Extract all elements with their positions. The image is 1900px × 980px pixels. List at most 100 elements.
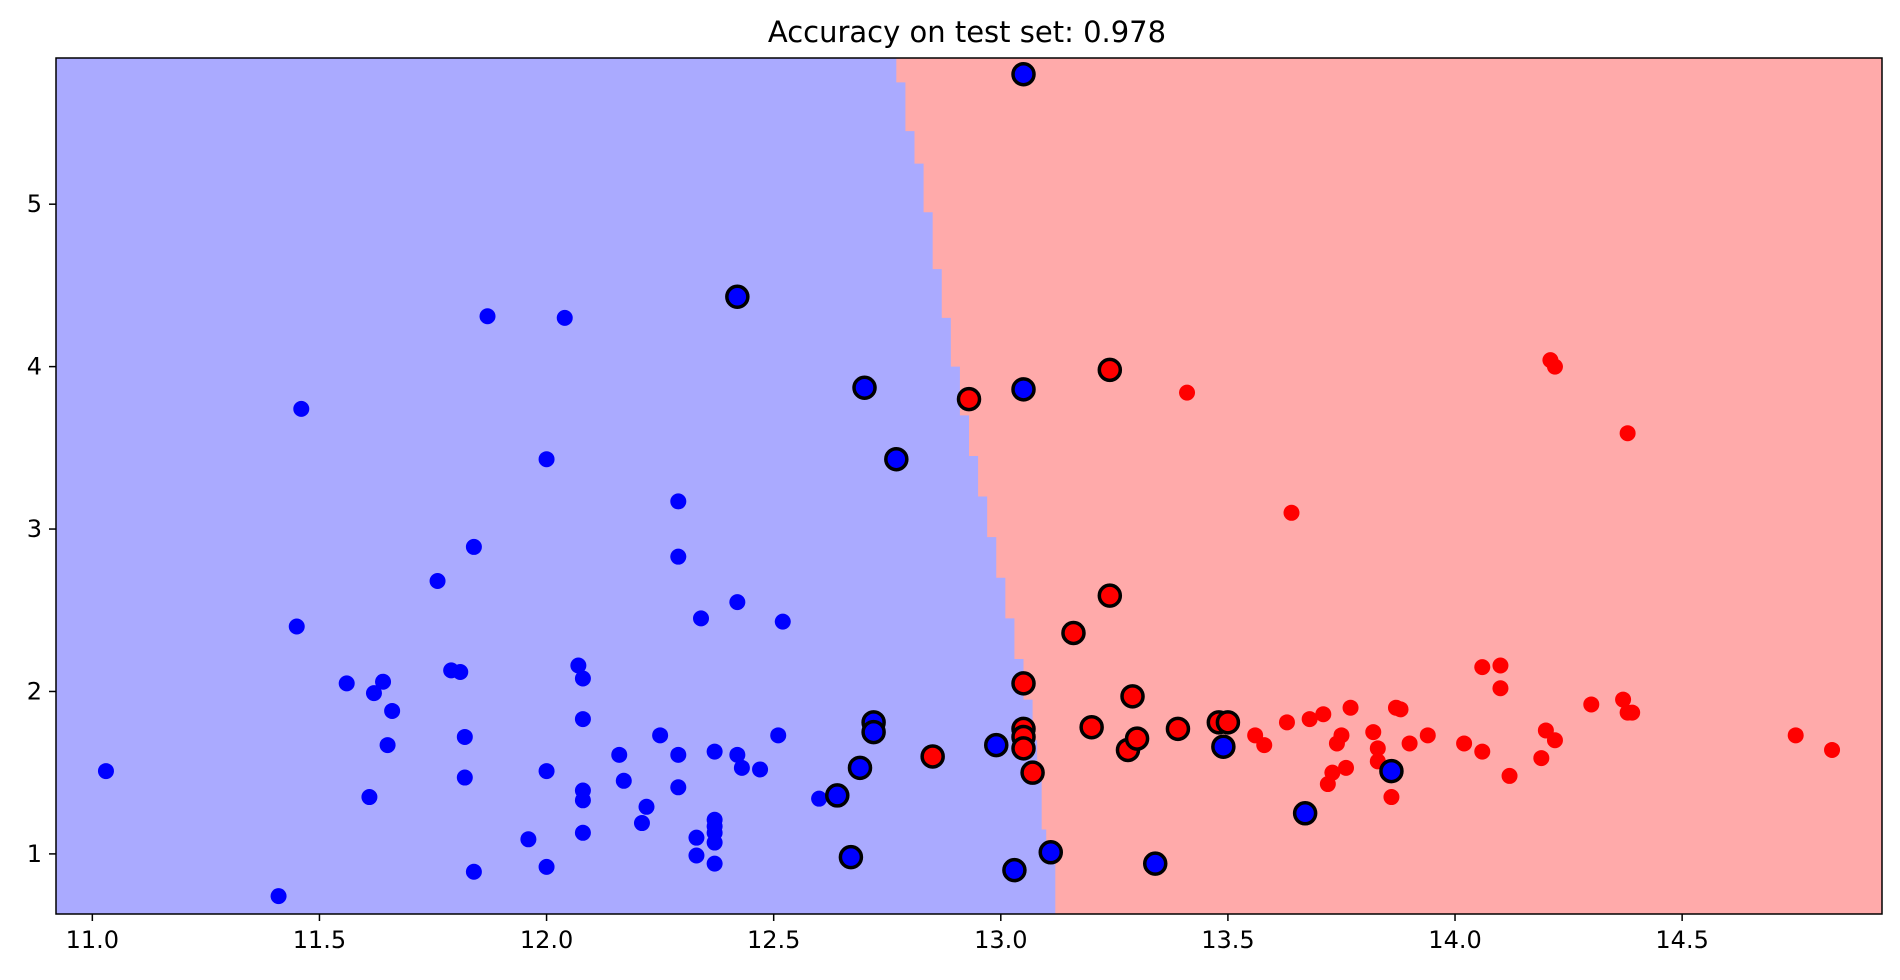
train-point-class-0: [811, 790, 828, 807]
train-point-class-0: [520, 831, 537, 848]
train-point-class-0: [706, 834, 723, 851]
train-point-class-1: [1492, 657, 1509, 674]
plot-area: [56, 58, 1882, 914]
train-point-class-1: [1492, 680, 1509, 697]
train-point-class-1: [1324, 764, 1341, 781]
train-point-class-0: [770, 727, 787, 744]
train-point-class-0: [429, 573, 446, 590]
train-point-class-1: [1474, 659, 1491, 676]
test-point-class-0: [984, 732, 1009, 758]
test-point-class-0: [1011, 377, 1036, 402]
y-tick-label: 3: [27, 515, 42, 543]
train-point-class-0: [384, 702, 401, 719]
train-point-class-0: [752, 761, 769, 778]
train-point-class-0: [538, 451, 555, 468]
test-point-class-1: [1011, 671, 1036, 696]
train-point-class-0: [574, 711, 591, 728]
test-point-class-0: [1038, 840, 1064, 865]
train-point-class-1: [1256, 737, 1273, 754]
train-point-class-0: [452, 663, 469, 680]
train-point-class-0: [706, 743, 723, 760]
train-point-class-0: [688, 829, 705, 846]
train-point-class-0: [670, 779, 687, 796]
train-point-class-1: [1615, 691, 1632, 708]
train-point-class-1: [1342, 699, 1359, 716]
train-point-class-0: [456, 769, 473, 786]
train-point-class-1: [1619, 425, 1636, 442]
train-point-class-0: [465, 863, 482, 880]
train-point-class-0: [729, 594, 746, 611]
y-axis: 1 2 3 4 5: [27, 190, 56, 868]
x-axis: 11.0 11.5 12.0 12.5 13.0 13.5 14.0 14.5: [66, 914, 1709, 954]
train-point-class-0: [729, 746, 746, 763]
train-point-class-0: [375, 673, 392, 690]
y-tick-label: 2: [27, 677, 42, 705]
train-point-class-0: [633, 815, 650, 832]
train-point-class-0: [379, 737, 396, 754]
train-point-class-1: [1392, 701, 1409, 718]
test-point-class-0: [1211, 734, 1236, 759]
train-point-class-1: [1383, 789, 1400, 806]
train-point-class-0: [670, 493, 687, 510]
train-point-class-0: [288, 618, 305, 635]
test-point-class-0: [1379, 758, 1404, 784]
x-tick-label: 13.0: [974, 926, 1027, 954]
test-point-class-1: [920, 744, 945, 769]
train-point-class-1: [1501, 767, 1518, 784]
train-point-class-1: [1179, 384, 1196, 401]
points-layer: [97, 61, 1841, 905]
x-tick-label: 12.0: [520, 926, 573, 954]
x-tick-label: 11.5: [293, 926, 346, 954]
train-point-class-0: [479, 308, 496, 325]
train-point-class-0: [338, 675, 355, 692]
train-point-class-0: [574, 792, 591, 809]
train-point-class-0: [97, 763, 114, 780]
train-point-class-0: [570, 657, 587, 674]
train-point-class-0: [538, 763, 555, 780]
train-point-class-0: [456, 728, 473, 745]
train-point-class-0: [670, 746, 687, 763]
x-tick-label: 13.5: [1201, 926, 1254, 954]
test-point-class-1: [1020, 760, 1045, 785]
chart-title: Accuracy on test set: 0.978: [768, 15, 1166, 49]
train-point-class-0: [270, 888, 287, 905]
x-tick-label: 11.0: [66, 926, 119, 954]
train-point-class-1: [1419, 727, 1436, 744]
train-point-class-1: [1624, 704, 1641, 721]
train-point-class-1: [1369, 740, 1386, 757]
train-point-class-1: [1546, 732, 1563, 749]
test-point-class-1: [1097, 357, 1123, 383]
train-point-class-0: [465, 538, 482, 555]
test-point-class-0: [825, 783, 850, 808]
test-point-class-0: [1002, 857, 1027, 883]
train-point-class-0: [693, 610, 710, 627]
y-tick-label: 5: [27, 190, 42, 218]
train-point-class-1: [1456, 735, 1473, 752]
test-point-class-0: [852, 375, 877, 400]
test-point-class-0: [1142, 851, 1168, 876]
train-point-class-0: [733, 759, 750, 776]
train-point-class-0: [670, 548, 687, 565]
train-point-class-1: [1583, 696, 1600, 713]
train-point-class-1: [1283, 504, 1300, 521]
train-point-class-1: [1401, 735, 1418, 752]
plot-frame: [55, 57, 1883, 915]
x-tick-label: 14.5: [1655, 926, 1708, 954]
test-point-class-0: [838, 844, 864, 870]
train-point-class-0: [615, 772, 632, 789]
test-point-class-1: [1215, 710, 1241, 735]
train-point-class-0: [706, 855, 723, 872]
test-point-class-1: [1079, 714, 1104, 740]
train-point-class-1: [1787, 727, 1804, 744]
test-point-class-1: [1061, 620, 1086, 646]
train-point-class-0: [293, 400, 310, 417]
train-point-class-0: [556, 309, 573, 326]
test-point-class-1: [1011, 736, 1036, 761]
train-point-class-1: [1278, 714, 1295, 731]
train-point-class-0: [574, 670, 591, 687]
train-point-class-1: [1824, 741, 1841, 758]
train-point-class-1: [1301, 711, 1318, 728]
test-point-class-0: [1292, 801, 1318, 826]
train-point-class-0: [774, 613, 791, 630]
